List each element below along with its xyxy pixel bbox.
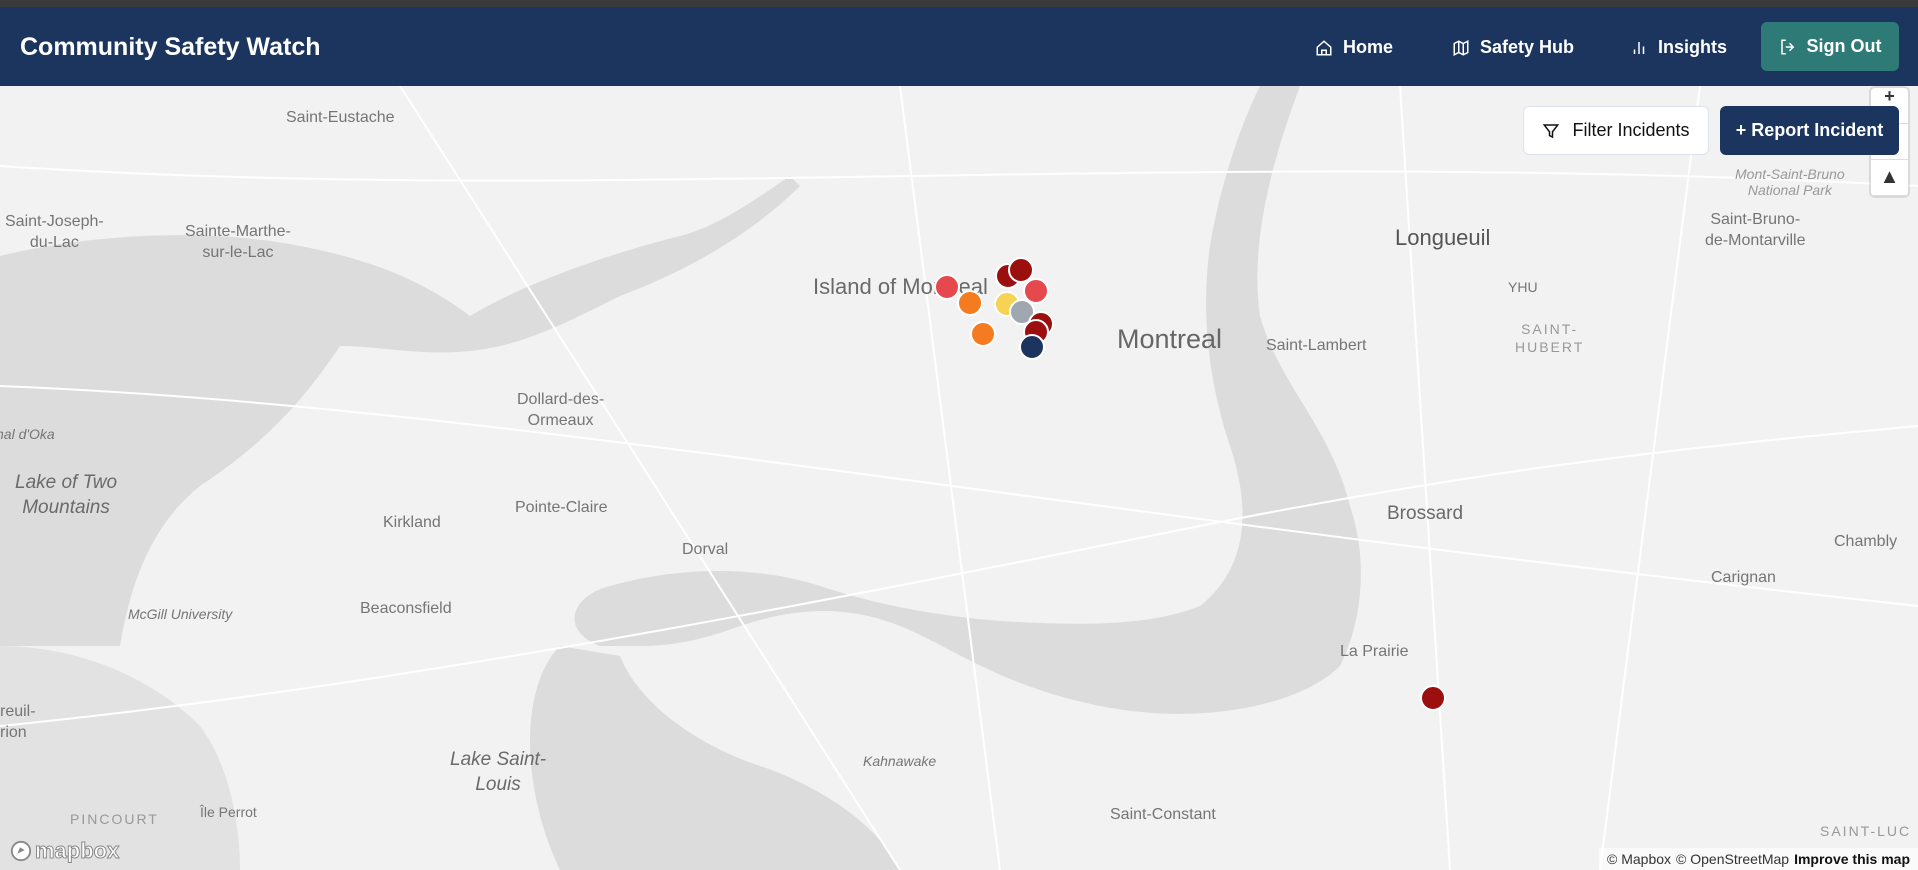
map-label: PINCOURT [70,811,159,827]
map-label: SAINT- HUBERT [1515,321,1585,356]
incident-marker[interactable] [934,274,960,300]
map-label: reuil- rion [0,703,36,741]
mapbox-attribution-link[interactable]: © Mapbox [1607,851,1672,867]
map-label: Montreal [1117,324,1223,354]
osm-attribution-link[interactable]: © OpenStreetMap [1676,851,1790,867]
zoom-out-button[interactable] [1871,124,1908,160]
map-label: Longueuil [1395,225,1491,250]
map-label: La Prairie [1340,643,1409,660]
map-label: nal d'Oka [0,426,55,442]
mapbox-logo[interactable]: mapbox [10,838,120,864]
map-label: Saint-Joseph- du-Lac [5,213,104,251]
map-label: Chambly [1834,533,1898,550]
map-label: Kahnawake [863,753,937,769]
map-attribution: © Mapbox © OpenStreetMap Improve this ma… [1599,848,1918,870]
nav-insights-label: Insights [1658,37,1728,57]
map-label: Brossard [1387,503,1464,524]
mapbox-icon [10,840,32,862]
bar-chart-icon [1633,41,1645,54]
incident-marker[interactable] [970,321,996,347]
incident-map[interactable]: Saint-Eustache Saint-Joseph- du-Lac Sain… [0,86,1918,870]
sign-out-label: Sign Out [1806,36,1882,56]
filter-icon [1543,123,1560,138]
browser-top-strip [0,0,1918,7]
nav-safety-hub-label: Safety Hub [1480,37,1575,57]
sign-out-button[interactable]: Sign Out [1761,22,1899,71]
nav-insights[interactable]: Insights [1630,37,1727,58]
filter-incidents-button[interactable]: Filter Incidents [1523,106,1709,155]
compass-button[interactable]: ▲ [1871,160,1908,196]
map-label: SAINT-LUC [1820,823,1912,839]
incident-marker[interactable] [1019,334,1045,360]
nav-safety-hub[interactable]: Safety Hub [1452,37,1574,58]
map-label: McGill University [128,606,233,622]
map-label: Dollard-des- Ormeaux [517,391,605,429]
map-label: Carignan [1711,569,1776,586]
map-label: Beaconsfield [360,600,452,617]
map-label: Dorval [682,541,729,558]
map-label: Sainte-Marthe- sur-le-Lac [185,223,291,261]
map-label: Saint-Bruno- de-Montarville [1705,211,1806,249]
map-label: Île Perrot [200,804,257,820]
map-label: YHU [1508,279,1538,295]
report-incident-button[interactable]: + Report Incident [1720,106,1899,155]
nav-home[interactable]: Home [1315,37,1393,58]
map-label: Saint-Constant [1110,806,1216,823]
map-label: Saint-Eustache [286,109,395,126]
map-icon [1453,39,1469,56]
map-label: Lake Saint- Louis [450,749,547,795]
map-label: Mont-Saint-Bruno National Park [1735,166,1845,199]
filter-incidents-label: Filter Incidents [1572,120,1690,140]
nav-home-label: Home [1343,37,1394,57]
app-header: Community Safety Watch Home Safety Hub I… [0,7,1918,86]
map-label: Kirkland [383,514,441,531]
incident-marker[interactable] [957,290,983,316]
app-title: Community Safety Watch [20,33,321,61]
improve-map-link[interactable]: Improve this map [1794,851,1910,867]
sign-out-icon [1780,39,1794,54]
map-basemap [0,86,1918,870]
map-label: Saint-Lambert [1266,337,1367,354]
map-label: Lake of Two Mountains [15,472,118,518]
incident-marker[interactable] [1420,685,1446,711]
home-icon [1316,39,1332,55]
map-label: Pointe-Claire [515,499,608,516]
